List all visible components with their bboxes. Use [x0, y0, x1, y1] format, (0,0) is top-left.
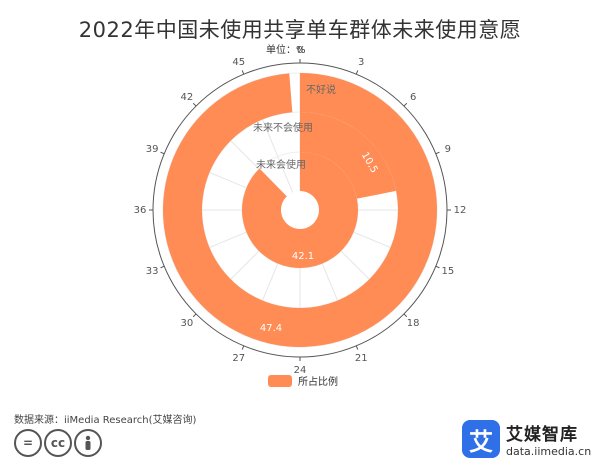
license-icons: = cc — [14, 429, 102, 457]
angle-tick-label-3: 9 — [445, 144, 451, 155]
angle-tick-9 — [241, 345, 245, 350]
angle-tick-5 — [435, 265, 440, 269]
angle-tick-label-5: 15 — [441, 266, 454, 277]
brand-url: data.iimedia.cn — [506, 445, 592, 458]
unit-label: 单位：% — [266, 45, 306, 56]
category-label-0: 不好说 — [306, 83, 336, 96]
angle-tick-label-13: 39 — [146, 144, 159, 155]
legend-swatch — [268, 374, 292, 387]
angle-tick-label-10: 30 — [180, 318, 193, 329]
chart-title: 2022年中国未使用共享单车群体未来使用意愿 — [78, 18, 522, 42]
person-glyph — [85, 435, 91, 450]
angle-tick-label-2: 6 — [410, 92, 416, 103]
data-label-2: 47.4 — [260, 323, 282, 334]
equal-icon: = — [14, 429, 42, 457]
angle-tick-label-15: 45 — [232, 57, 245, 68]
angle-tick-label-8: 24 — [294, 365, 307, 376]
angle-tick-3 — [435, 151, 440, 155]
angle-tick-label-12: 36 — [134, 205, 147, 216]
bar-0[interactable] — [300, 112, 397, 199]
angle-tick-1 — [355, 70, 359, 75]
person-icon — [74, 429, 102, 457]
angle-tick-label-0: 0 — [297, 45, 303, 56]
angle-tick-label-9: 27 — [232, 353, 245, 364]
angle-tick-label-14: 42 — [180, 92, 193, 103]
angle-tick-label-11: 33 — [146, 266, 159, 277]
brand[interactable]: 艾 艾媒智库 data.iimedia.cn — [462, 420, 591, 458]
legend-label: 所占比例 — [298, 377, 338, 388]
angle-tick-15 — [241, 70, 245, 75]
data-label-1: 42.1 — [292, 251, 314, 262]
bar-1[interactable] — [242, 152, 359, 268]
angle-tick-label-1: 3 — [358, 57, 364, 68]
angle-tick-7 — [355, 345, 359, 350]
category-label-2: 未来会使用 — [256, 158, 306, 171]
legend[interactable]: 所占比例 — [268, 373, 338, 388]
angle-tick-2 — [403, 102, 408, 107]
data-source: 数据来源：iiMedia Research(艾媒咨询) — [14, 415, 197, 426]
angle-tick-6 — [403, 313, 408, 318]
cc-icon: cc — [44, 429, 72, 457]
angle-tick-13 — [160, 151, 165, 155]
angle-tick-label-7: 21 — [355, 353, 368, 364]
angle-tick-11 — [160, 265, 165, 269]
angle-tick-label-4: 12 — [454, 205, 467, 216]
angle-tick-14 — [192, 102, 197, 107]
category-label-1: 未来不会使用 — [253, 121, 313, 134]
brand-name: 艾媒智库 — [506, 425, 578, 445]
angle-tick-10 — [192, 313, 197, 318]
brand-logo-icon: 艾 — [462, 420, 500, 458]
angle-tick-label-6: 18 — [407, 318, 420, 329]
